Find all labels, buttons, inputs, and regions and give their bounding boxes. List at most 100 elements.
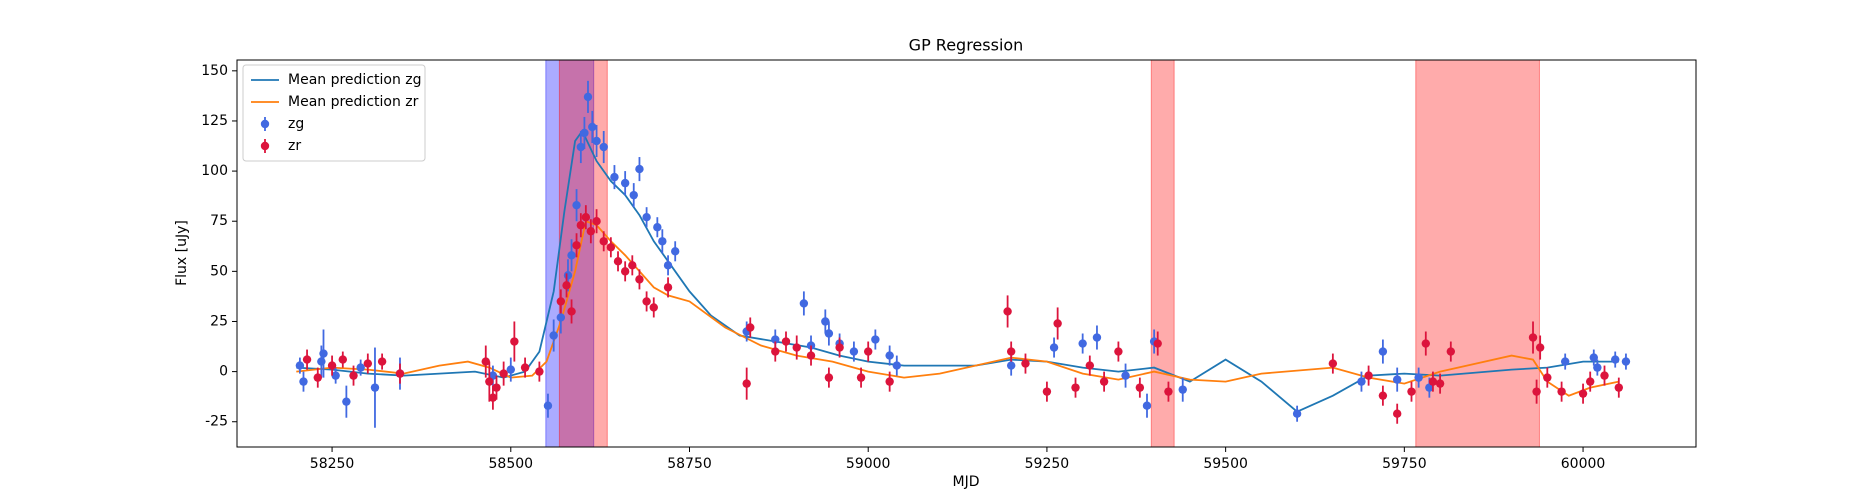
y-tick-label: -25 bbox=[205, 414, 228, 430]
y-axis-label: Flux [uJy] bbox=[174, 220, 190, 286]
data-point bbox=[556, 297, 566, 306]
data-point bbox=[799, 299, 809, 308]
data-point bbox=[1578, 389, 1588, 398]
data-point bbox=[592, 136, 601, 146]
data-point bbox=[742, 379, 751, 388]
data-point bbox=[1003, 307, 1012, 316]
data-point bbox=[313, 373, 322, 382]
legend-swatch bbox=[260, 119, 270, 129]
data-point bbox=[535, 367, 544, 376]
data-point bbox=[349, 371, 358, 380]
data-point bbox=[1121, 371, 1130, 380]
data-point bbox=[592, 217, 601, 226]
data-point bbox=[642, 213, 651, 222]
data-point bbox=[663, 283, 673, 292]
data-point bbox=[663, 261, 673, 270]
data-point bbox=[610, 172, 619, 182]
data-point bbox=[635, 275, 644, 284]
data-point bbox=[1378, 391, 1388, 400]
y-tick-label: 50 bbox=[210, 263, 228, 279]
data-point bbox=[567, 307, 576, 316]
data-point bbox=[342, 397, 351, 406]
y-tick-label: 25 bbox=[210, 313, 228, 329]
data-point bbox=[572, 200, 581, 210]
data-point bbox=[576, 221, 586, 230]
data-point bbox=[1560, 357, 1570, 366]
data-point bbox=[620, 267, 630, 276]
data-point bbox=[849, 347, 859, 356]
data-point bbox=[1589, 353, 1598, 362]
data-point bbox=[395, 369, 405, 378]
data-point bbox=[1053, 319, 1062, 328]
data-point bbox=[1611, 355, 1620, 364]
x-tick-label: 60000 bbox=[1561, 456, 1606, 472]
x-tick-label: 59750 bbox=[1382, 456, 1427, 472]
data-point bbox=[520, 363, 530, 372]
data-point bbox=[1328, 359, 1338, 368]
data-point bbox=[1532, 387, 1541, 396]
data-point bbox=[1006, 361, 1016, 370]
data-point bbox=[1600, 371, 1609, 380]
data-point bbox=[599, 142, 608, 152]
data-point bbox=[1292, 409, 1302, 418]
data-point bbox=[588, 122, 597, 132]
data-point bbox=[299, 377, 308, 386]
data-point bbox=[481, 357, 490, 366]
data-point bbox=[363, 359, 373, 368]
data-point bbox=[1078, 339, 1087, 348]
x-tick-label: 58250 bbox=[310, 456, 355, 472]
data-point bbox=[1392, 409, 1402, 418]
data-point bbox=[1092, 333, 1102, 342]
data-point bbox=[629, 190, 638, 200]
data-point bbox=[338, 355, 347, 364]
data-point bbox=[302, 355, 312, 364]
data-point bbox=[1446, 347, 1456, 356]
data-point bbox=[885, 377, 894, 386]
data-point bbox=[488, 393, 498, 402]
data-point bbox=[885, 351, 894, 360]
data-point bbox=[649, 303, 658, 312]
data-point bbox=[586, 227, 596, 236]
shaded-span bbox=[1415, 60, 1540, 447]
x-axis-label: MJD bbox=[953, 474, 980, 490]
x-tick-label: 58750 bbox=[667, 456, 712, 472]
data-point bbox=[1085, 361, 1095, 370]
data-point bbox=[562, 281, 571, 290]
data-point bbox=[613, 257, 623, 266]
data-point bbox=[1357, 377, 1366, 386]
data-point bbox=[1153, 339, 1162, 348]
x-tick-label: 59500 bbox=[1203, 456, 1248, 472]
data-point bbox=[327, 361, 337, 370]
legend-label: Mean prediction zg bbox=[288, 72, 422, 88]
data-point bbox=[370, 383, 380, 392]
data-point bbox=[567, 251, 576, 260]
data-point bbox=[1178, 385, 1187, 394]
data-point bbox=[864, 347, 873, 356]
data-point bbox=[792, 343, 801, 352]
data-point bbox=[356, 363, 365, 372]
data-point bbox=[1392, 375, 1402, 384]
data-point bbox=[1006, 347, 1016, 356]
data-point bbox=[295, 361, 305, 370]
legend-swatch bbox=[260, 141, 270, 151]
data-point bbox=[576, 142, 586, 152]
data-point bbox=[485, 377, 494, 386]
data-point bbox=[1543, 373, 1552, 382]
data-point bbox=[806, 351, 816, 360]
data-point bbox=[583, 92, 593, 102]
data-point bbox=[671, 247, 680, 256]
data-point bbox=[1378, 347, 1388, 356]
data-point bbox=[892, 361, 902, 370]
data-point bbox=[1421, 339, 1430, 348]
data-point bbox=[1614, 383, 1623, 392]
data-point bbox=[581, 213, 591, 222]
data-point bbox=[510, 337, 519, 346]
plot-area bbox=[295, 60, 1631, 447]
chart-title: GP Regression bbox=[909, 36, 1024, 55]
x-tick-label: 59000 bbox=[846, 456, 891, 472]
data-point bbox=[606, 243, 616, 252]
data-point bbox=[635, 164, 644, 174]
data-point bbox=[1528, 333, 1538, 342]
data-point bbox=[1114, 347, 1123, 356]
data-point bbox=[1142, 401, 1152, 410]
